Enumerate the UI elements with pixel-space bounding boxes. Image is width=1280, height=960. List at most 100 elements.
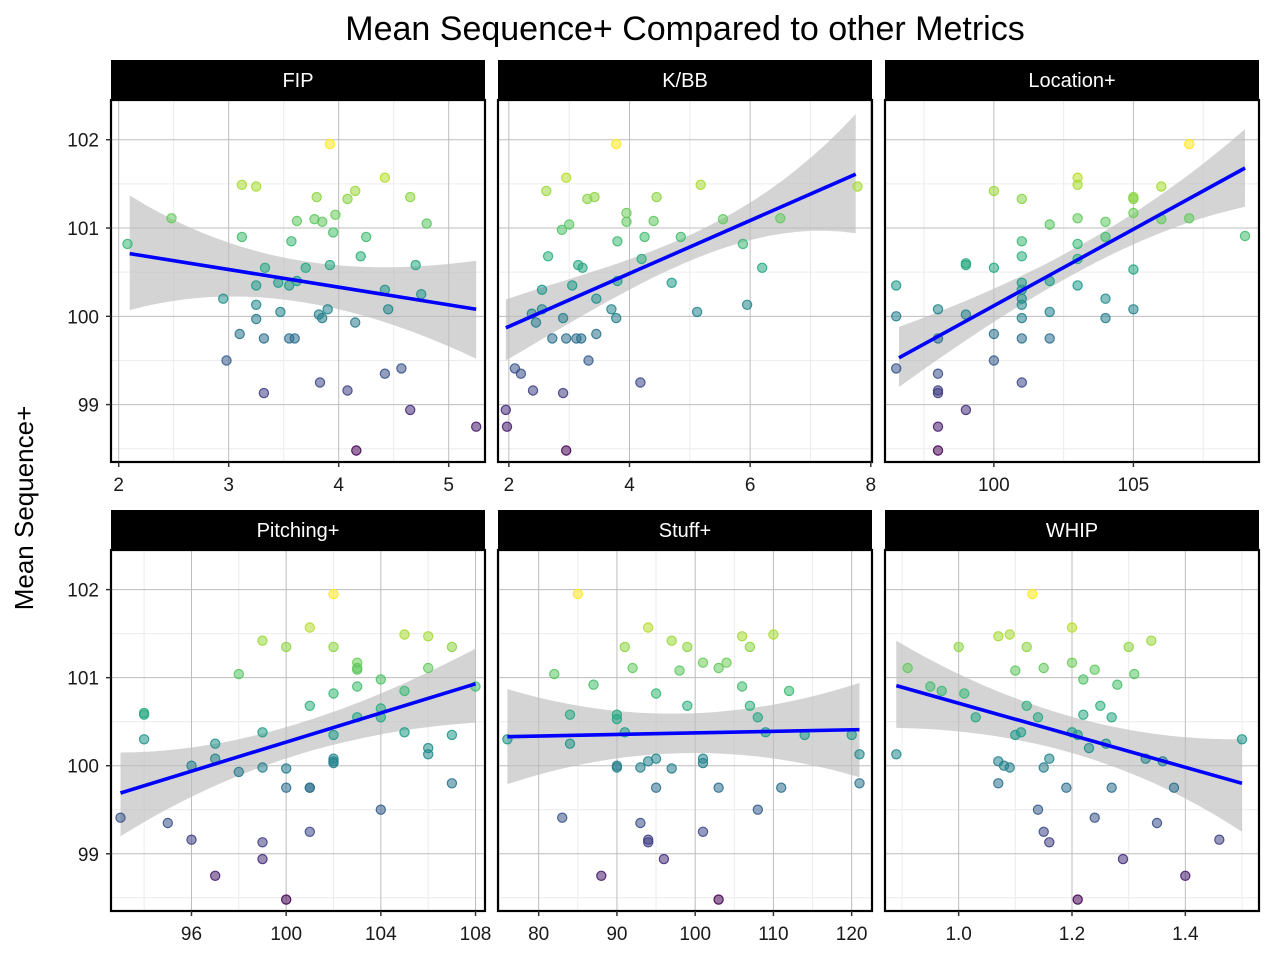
data-point: [1180, 870, 1191, 882]
data-point: [421, 218, 432, 229]
regression-line: [119, 682, 477, 795]
regression-line: [129, 251, 477, 312]
data-point: [138, 707, 150, 719]
data-point: [564, 738, 576, 749]
data-point: [691, 306, 703, 318]
data-point: [564, 219, 575, 230]
data-point: [651, 191, 662, 203]
scatter-points: [500, 138, 863, 456]
data-point: [328, 227, 339, 238]
data-point: [330, 209, 341, 220]
data-point: [932, 387, 944, 399]
data-point: [1072, 238, 1083, 250]
regression-line: [505, 172, 857, 330]
data-point: [1044, 837, 1055, 848]
data-point: [713, 782, 724, 793]
facet-strip: [111, 60, 485, 100]
data-point: [591, 293, 602, 304]
data-point: [375, 804, 386, 815]
y-axis-label: Mean Sequence+: [9, 406, 39, 611]
data-point: [854, 749, 865, 760]
data-point: [1129, 668, 1140, 680]
x-tick-label: 1.0: [945, 924, 971, 945]
data-point: [281, 763, 292, 774]
data-point: [257, 853, 268, 865]
data-point: [741, 299, 753, 310]
data-point: [1072, 280, 1083, 291]
chart-title: Mean Sequence+ Compared to other Metrics: [345, 10, 1024, 48]
data-point: [736, 631, 748, 642]
data-point: [993, 631, 1004, 642]
data-point: [1083, 742, 1095, 754]
major-grid: [498, 100, 872, 462]
data-point: [643, 837, 654, 848]
data-point: [650, 688, 662, 699]
data-point: [1183, 213, 1195, 224]
x-tick-label: 110: [758, 924, 788, 945]
data-point: [768, 629, 779, 640]
data-point: [515, 368, 527, 379]
data-point: [1078, 674, 1089, 685]
facet-strip-label: K/BB: [662, 70, 708, 92]
x-tick-label: 8: [866, 475, 877, 496]
data-point: [1146, 635, 1157, 646]
data-point: [960, 404, 972, 416]
data-point: [588, 679, 599, 690]
panel-whip: WHIP 1.0 1.2 1.4: [883, 510, 1261, 945]
data-point: [988, 185, 1000, 197]
data-point: [186, 834, 197, 845]
data-point: [399, 727, 410, 738]
data-point: [611, 762, 623, 773]
data-point: [352, 681, 363, 692]
scatter-points: [502, 588, 865, 905]
data-point: [1032, 712, 1044, 723]
data-point: [1016, 236, 1028, 247]
panel-border: [496, 548, 874, 913]
data-point: [635, 817, 646, 829]
data-point: [446, 778, 458, 789]
data-point: [1027, 588, 1038, 600]
x-tick-label: 5: [443, 475, 454, 496]
data-point: [1117, 853, 1129, 865]
data-point: [324, 138, 336, 150]
data-point: [932, 304, 944, 315]
data-point: [621, 207, 632, 219]
data-point: [925, 681, 936, 692]
data-point: [1183, 138, 1195, 150]
y-axis-ticks: 99 100 101 102: [67, 581, 111, 866]
data-point: [314, 377, 326, 388]
data-point: [328, 641, 339, 653]
panel-border: [109, 548, 487, 913]
regression-line: [895, 683, 1243, 786]
facet-strip: [498, 60, 872, 100]
data-point: [383, 304, 394, 315]
y-tick-label: 101: [67, 219, 99, 240]
data-point: [1044, 753, 1055, 764]
data-point: [561, 172, 572, 183]
x-tick-label: 4: [624, 475, 635, 496]
data-point: [1112, 679, 1123, 690]
data-point: [236, 179, 248, 190]
data-point: [1100, 216, 1111, 227]
data-point: [713, 894, 724, 905]
data-point: [1100, 293, 1111, 304]
data-point: [259, 262, 271, 273]
y-tick-label: 100: [67, 757, 99, 778]
data-point: [251, 181, 262, 192]
data-point: [423, 631, 434, 642]
data-point: [932, 368, 944, 379]
data-point: [322, 304, 333, 315]
data-point: [627, 662, 638, 674]
data-point: [251, 313, 262, 325]
data-point: [1016, 299, 1028, 310]
data-point: [1016, 377, 1028, 388]
data-point: [501, 421, 513, 432]
x-axis-ticks: 2 4 6 8: [504, 462, 877, 496]
data-point: [717, 213, 729, 225]
data-point: [275, 306, 286, 318]
x-tick-label: 3: [223, 475, 234, 496]
data-point: [379, 172, 391, 183]
data-point: [1089, 664, 1100, 675]
data-point: [328, 588, 339, 600]
